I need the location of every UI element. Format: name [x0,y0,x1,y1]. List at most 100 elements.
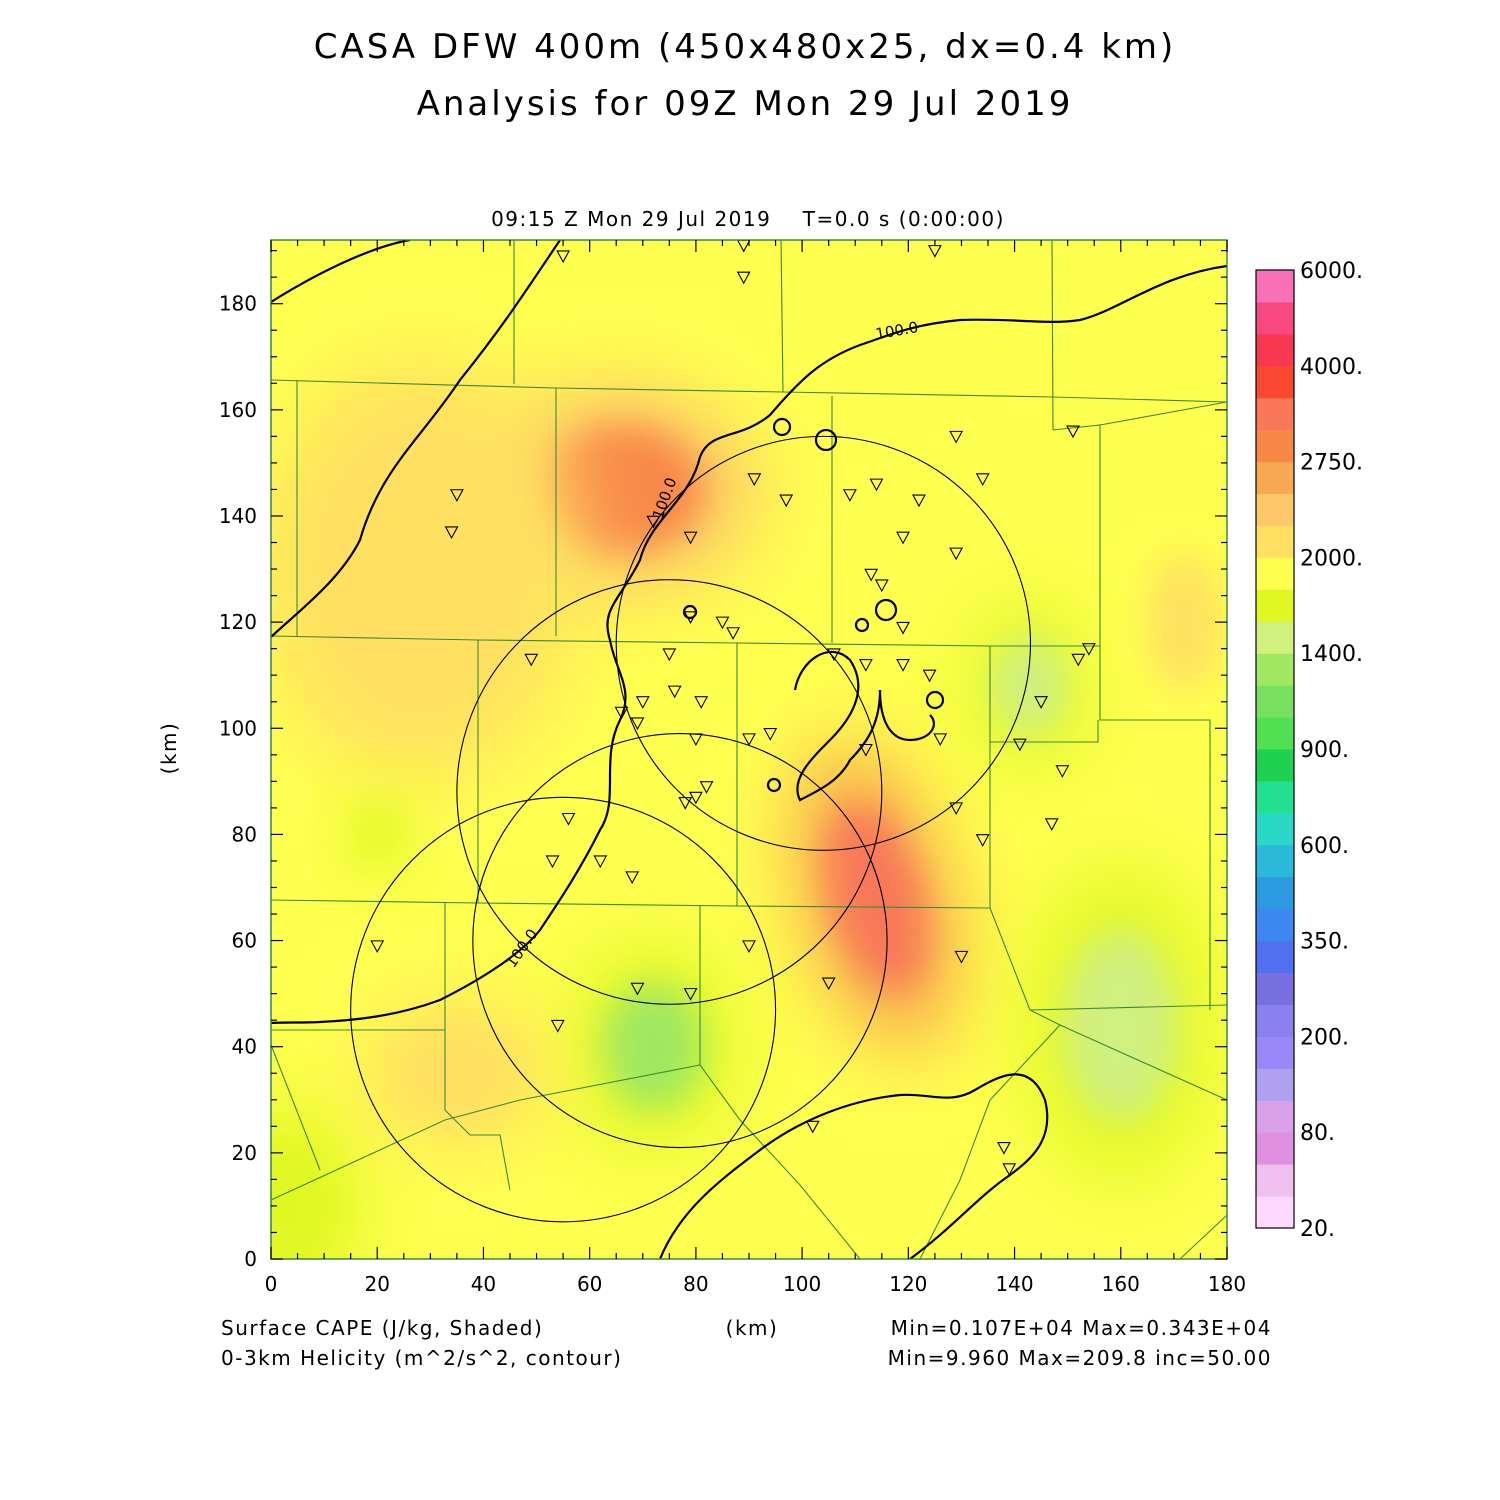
station-marker [896,531,910,545]
colorbar-frame [1255,269,1295,1229]
station-marker [827,648,841,662]
chart-title: CASA DFW 400m (450x480x25, dx=0.4 km) [314,27,1177,67]
y-tick-label: 140 [219,504,257,528]
colorbar-swatch [1256,940,1294,974]
station-marker [524,653,539,667]
station-marker [593,855,608,869]
station-marker [997,1141,1011,1155]
y-tick-label: 80 [232,822,257,846]
station-marker [1002,1163,1017,1176]
cape-region-core [1063,929,1179,1122]
colorbar-label: 350. [1300,930,1349,955]
colorbar-swatch [1256,844,1294,878]
station-marker [874,579,889,593]
station-marker [1066,425,1080,439]
colorbar-label: 4000. [1300,355,1363,380]
colorbar-swatch [1256,301,1294,335]
cape-region-core [1146,552,1223,693]
cape-field-label: Surface CAPE (J/kg, Shaded) [221,1316,543,1340]
colorbar-swatch [1256,270,1294,303]
station-marker [949,547,964,561]
colorbar: 20. 80. 200. 350. 600. 900. 1400. 2000. 2750. 400… [1255,259,1363,1242]
colorbar-swatch [1256,876,1294,910]
cape-region-core [399,1028,515,1118]
colorbar-swatch [1256,1068,1294,1101]
station-marker [683,611,698,624]
colorbar-swatch [1256,749,1294,782]
cape-region-core [358,808,397,860]
x-tick-label: 80 [683,1272,708,1296]
station-marker [842,489,857,502]
y-tick-label: 60 [232,929,257,953]
colorbar-label: 1400. [1300,642,1363,667]
radar-range-rings [350,435,1032,1223]
cape-region-core [759,259,951,349]
station-marker [694,696,709,709]
station-marker [550,1019,565,1033]
cape-region-core [324,441,516,697]
colorbar-swatch [1256,780,1294,814]
station-marker [747,473,762,486]
helicity-contours [271,240,1227,1259]
station-marker [1071,653,1086,667]
cape-shaded-field [271,240,1227,1259]
station-marker [683,531,698,545]
colorbar-label: 900. [1300,738,1349,763]
colorbar-swatch [1256,685,1294,718]
station-marker [630,717,645,731]
cape-region-core [271,1142,332,1259]
station-marker [922,669,937,683]
y-tick-label: 120 [219,610,257,634]
colorbar-swatch [1256,1036,1294,1069]
station-marker [736,271,751,285]
colorbar-swatch [1256,333,1294,367]
colorbar-swatch [1256,1196,1294,1229]
station-marker [561,812,576,826]
colorbar-swatch [1256,525,1294,558]
colorbar-swatch [1256,812,1294,846]
colorbar-label: 600. [1300,834,1349,859]
station-marker [646,515,661,529]
cape-region-core [992,634,1069,737]
cape-region-core [538,425,705,554]
station-marker [933,733,948,747]
station-marker [688,733,703,747]
colorbar-swatch [1256,717,1294,750]
colorbar-label: 6000. [1300,259,1363,284]
station-marker [726,627,740,640]
y-tick-label: 180 [219,292,257,316]
station-marker [625,871,640,885]
colorbar-swatch [1256,1004,1294,1037]
radar-ring [456,579,883,1005]
colorbar-swatch [1256,397,1294,431]
chart-subtitle: Analysis for 09Z Mon 29 Jul 2019 [417,84,1074,124]
station-marker [975,834,990,847]
radar-ring [350,796,777,1223]
station-marker [444,526,459,540]
time-label: 09:15 Z Mon 29 Jul 2019 T=0.0 s (0:00:00… [491,207,1005,231]
x-tick-label: 100 [783,1272,821,1296]
station-marker [630,982,645,996]
colorbar-label: 2750. [1300,451,1363,476]
helicity-field-label: 0-3km Helicity (m^2/s^2, contour) [221,1346,622,1370]
x-axis: 0 20 40 60 80 100 120 140 160 180 [265,240,1246,1296]
station-marker [742,733,756,747]
station-marker [954,950,969,964]
radar-ring [615,435,1032,851]
y-axis: 0 20 40 60 80 100 120 140 160 180 [219,250,1227,1271]
x-tick-label: 120 [889,1272,927,1296]
station-marker [896,621,910,635]
x-tick-label: 160 [1102,1272,1140,1296]
station-marker [449,489,464,502]
x-tick-label: 40 [471,1272,496,1296]
station-marker [763,728,778,741]
station-marker [805,1120,820,1134]
colorbar-label: 2000. [1300,546,1363,571]
station-marker [779,494,794,508]
colorbar-swatch [1256,972,1294,1005]
station-marker [742,940,756,954]
station-marker [821,977,836,991]
station-marker [1081,643,1096,656]
colorbar-label: 80. [1300,1121,1335,1146]
